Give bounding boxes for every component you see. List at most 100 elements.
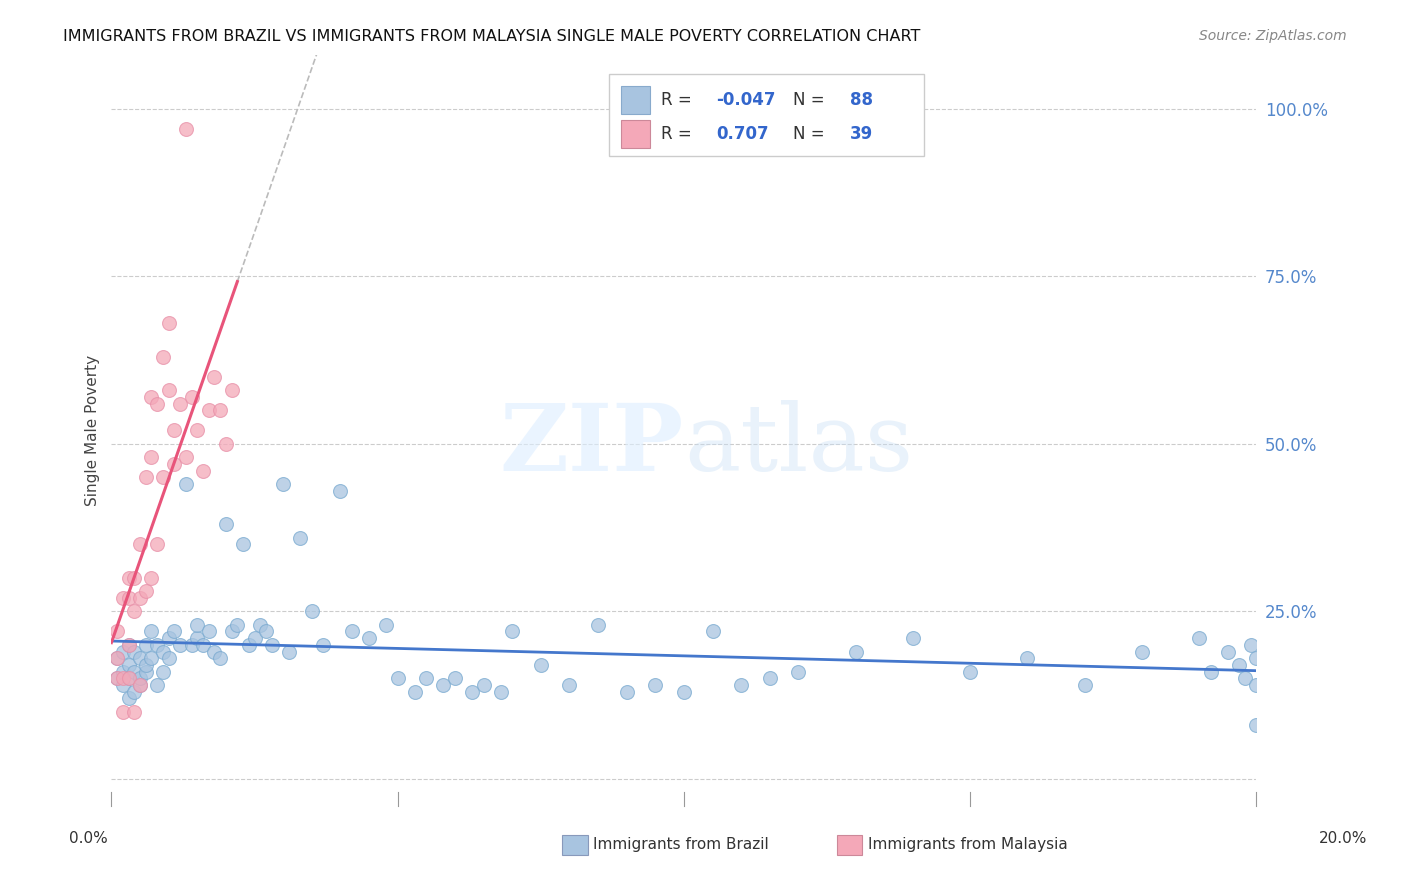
Point [209, 403, 232, 417]
Text: Source: ZipAtlas.com: Source: ZipAtlas.com [1199, 29, 1347, 43]
Y-axis label: Single Male Poverty: Single Male Poverty [86, 355, 100, 506]
Point [163, 457, 186, 471]
Point [146, 638, 169, 652]
Point [215, 437, 238, 451]
Point [163, 424, 186, 438]
Point [1216, 644, 1239, 658]
Point [117, 591, 139, 605]
Point [111, 644, 134, 658]
Point [105, 671, 128, 685]
Point [226, 617, 249, 632]
Point [290, 531, 312, 545]
Point [111, 665, 134, 679]
Point [141, 624, 163, 639]
Point [135, 584, 157, 599]
Point [329, 483, 352, 498]
Point [124, 705, 146, 719]
Point [501, 624, 523, 639]
Point [117, 691, 139, 706]
Text: 20.0%: 20.0% [1319, 831, 1367, 846]
Point [146, 678, 169, 692]
Point [1199, 665, 1222, 679]
Point [221, 383, 243, 397]
Point [472, 678, 495, 692]
Point [111, 671, 134, 685]
Text: 0.0%: 0.0% [69, 831, 108, 846]
Point [105, 624, 128, 639]
Point [135, 638, 157, 652]
Point [117, 638, 139, 652]
Point [204, 644, 226, 658]
Point [243, 631, 266, 645]
Text: atlas: atlas [683, 401, 912, 491]
Point [129, 651, 152, 665]
Point [141, 571, 163, 585]
Point [340, 624, 363, 639]
Point [357, 631, 380, 645]
Text: Immigrants from Brazil: Immigrants from Brazil [593, 838, 769, 852]
Point [191, 464, 214, 478]
Point [204, 369, 226, 384]
Point [1246, 678, 1268, 692]
Point [135, 657, 157, 672]
Point [375, 617, 398, 632]
Point [432, 678, 454, 692]
Point [152, 644, 174, 658]
Text: N =: N = [793, 125, 830, 143]
Point [117, 571, 139, 585]
Point [146, 396, 169, 410]
Point [586, 617, 609, 632]
Point [1246, 718, 1268, 732]
Point [174, 121, 197, 136]
Point [1246, 651, 1268, 665]
Point [644, 678, 666, 692]
Point [1130, 644, 1153, 658]
Text: ZIP: ZIP [499, 401, 683, 491]
Point [415, 671, 437, 685]
Point [616, 684, 638, 698]
Point [404, 684, 426, 698]
Point [124, 684, 146, 698]
Text: 0.707: 0.707 [716, 125, 769, 143]
Text: R =: R = [661, 125, 697, 143]
Point [169, 396, 191, 410]
Point [146, 537, 169, 551]
Point [277, 644, 299, 658]
Point [530, 657, 553, 672]
Point [157, 651, 180, 665]
Point [105, 651, 128, 665]
Point [191, 638, 214, 652]
Text: N =: N = [793, 91, 830, 109]
Point [1188, 631, 1211, 645]
Point [157, 631, 180, 645]
Text: 88: 88 [849, 91, 873, 109]
Point [758, 671, 780, 685]
Point [129, 678, 152, 692]
Point [221, 624, 243, 639]
Bar [621, 86, 650, 114]
Point [117, 671, 139, 685]
Point [180, 390, 202, 404]
Point [197, 403, 219, 417]
Point [129, 591, 152, 605]
Point [124, 604, 146, 618]
Point [124, 665, 146, 679]
Point [105, 651, 128, 665]
Point [1073, 678, 1095, 692]
Point [558, 678, 581, 692]
Point [135, 665, 157, 679]
Point [186, 617, 208, 632]
Point [260, 638, 283, 652]
Point [124, 644, 146, 658]
Point [157, 316, 180, 330]
Point [444, 671, 467, 685]
Point [129, 537, 152, 551]
Point [672, 684, 695, 698]
Point [1017, 651, 1039, 665]
Text: R =: R = [661, 91, 697, 109]
Point [174, 450, 197, 465]
Point [461, 684, 484, 698]
Point [152, 470, 174, 484]
Point [157, 383, 180, 397]
Text: -0.047: -0.047 [716, 91, 776, 109]
